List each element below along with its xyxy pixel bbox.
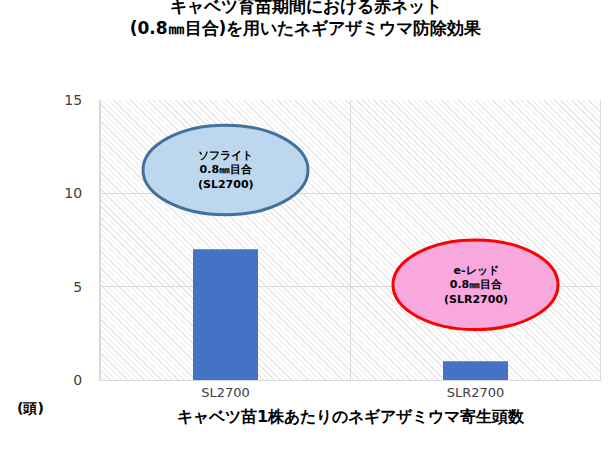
svg-text:キャベツ育苗期間における赤ネット(0.8㎜目合)を用いたネギ: キャベツ育苗期間における赤ネット(0.8㎜目合)を用いたネギアザミウマ防除効果 [130,0,483,38]
svg-text:15: 15 [64,92,82,108]
svg-text:e-レッド0.8㎜目合(SLR2700): e-レッド0.8㎜目合(SLR2700) [444,264,508,306]
svg-text:ソフライト0.8㎜目合(SL2700): ソフライト0.8㎜目合(SL2700) [198,149,254,191]
svg-text:5: 5 [73,279,82,295]
svg-text:0: 0 [73,372,82,388]
svg-text:キャベツ苗1株あたりのネギアザミウマ寄生頭数: キャベツ苗1株あたりのネギアザミウマ寄生頭数 [177,407,525,426]
svg-text:(頭): (頭) [17,400,44,416]
svg-text:SLR2700: SLR2700 [447,385,505,400]
svg-text:SL2700: SL2700 [201,385,250,400]
svg-text:10: 10 [64,185,82,201]
